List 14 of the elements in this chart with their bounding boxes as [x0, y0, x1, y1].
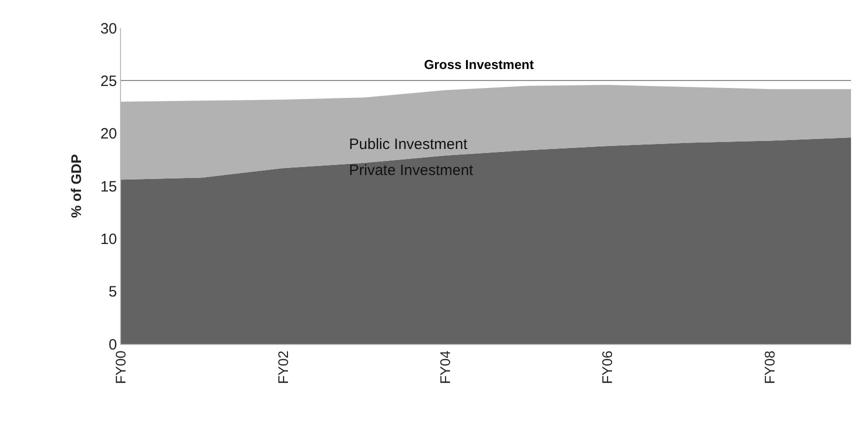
y-tick-label: 10 — [100, 230, 117, 248]
x-tick-label: FY08 — [761, 350, 778, 384]
y-tick-label: 25 — [100, 72, 117, 90]
y-tick-label: 30 — [100, 20, 117, 38]
y-axis-title: % of GDP — [68, 154, 84, 218]
series-label: Public Investment — [349, 136, 468, 153]
x-tick-label: FY02 — [274, 350, 291, 384]
series-label: Private Investment — [349, 162, 474, 179]
annotation: Gross Investment — [424, 57, 534, 72]
y-tick-label: 15 — [100, 178, 117, 196]
y-tick-label: 20 — [100, 126, 117, 143]
x-tick-label: FY06 — [599, 350, 616, 384]
x-tick-label: FY04 — [436, 350, 453, 384]
y-tick-label: 5 — [108, 284, 117, 301]
